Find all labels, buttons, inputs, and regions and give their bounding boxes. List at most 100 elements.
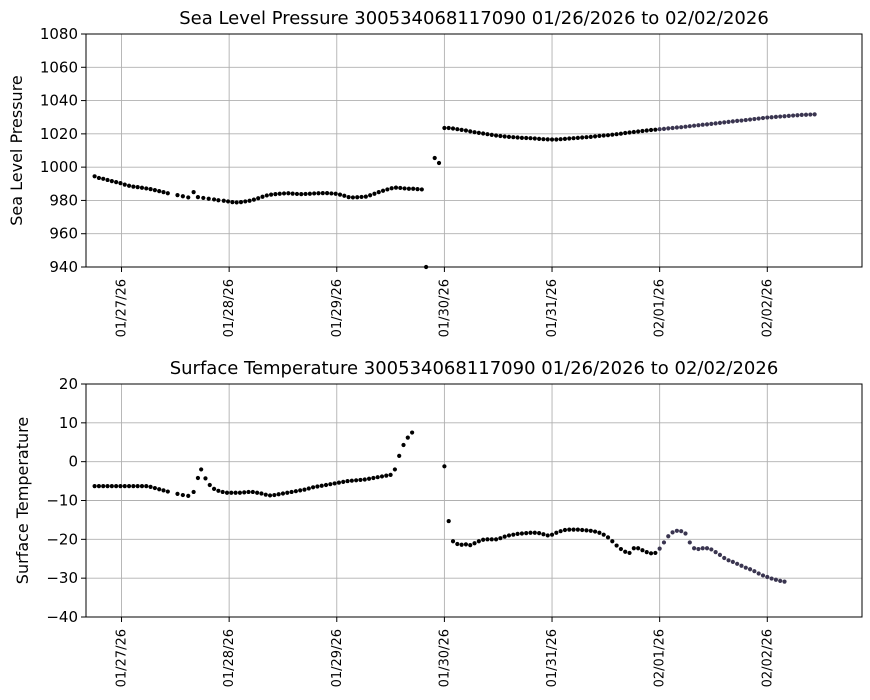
temperature-data-point: [674, 528, 679, 533]
temperature-data-point: [704, 546, 710, 551]
pressure-data-point: [256, 196, 261, 201]
temperature-data-point: [157, 487, 162, 492]
temperature-data-point: [165, 489, 170, 494]
temperature-data-point: [276, 492, 281, 497]
pressure-data-point: [126, 183, 132, 188]
temperature-data-point: [114, 484, 119, 489]
pressure-data-point: [636, 129, 641, 134]
pressure-data-point: [92, 174, 97, 179]
temperature-data-point: [92, 484, 97, 489]
temperature-data-point: [524, 531, 529, 536]
temperature-data-point: [384, 473, 389, 478]
temperature-data-point: [280, 491, 286, 496]
pressure-data-point: [180, 194, 185, 199]
temperature-ytick-label: 10: [59, 414, 78, 432]
temperature-data-point: [481, 537, 486, 542]
pressure-data-point: [122, 182, 127, 187]
pressure-data-point: [618, 131, 624, 136]
pressure-data-point: [489, 132, 494, 137]
pressure-data-point: [760, 115, 766, 121]
temperature-data-point: [644, 550, 649, 555]
pressure-data-point: [459, 127, 464, 132]
temperature-data-point: [631, 546, 636, 551]
pressure-plot-frame: [85, 33, 863, 268]
pressure-data-point: [385, 187, 390, 192]
pressure-data-point: [803, 112, 809, 117]
pressure-data-point: [511, 135, 516, 140]
temperature-data-point: [152, 485, 157, 491]
temperature-ytick-label: −30: [46, 569, 78, 587]
temperature-data-point: [537, 531, 542, 536]
temperature-data-point: [450, 539, 456, 544]
pressure-data-point: [294, 191, 300, 197]
pressure-data-point: [195, 195, 201, 200]
pressure-data-point: [398, 185, 403, 191]
temperature-data-point: [773, 577, 778, 582]
pressure-data-point: [571, 136, 576, 141]
temperature-data-point: [580, 527, 585, 533]
pressure-data-point: [515, 135, 520, 140]
pressure-xtick-label: 02/02/26: [760, 279, 775, 337]
pressure-ytick-label: 1020: [40, 125, 78, 143]
pressure-data-point: [683, 124, 688, 129]
temperature-data-point: [455, 541, 460, 547]
pressure-data-point: [782, 114, 787, 119]
temperature-data-point: [332, 481, 337, 486]
pressure-data-point: [623, 130, 628, 136]
pressure-data-point: [786, 113, 791, 118]
temperature-data-point: [752, 569, 757, 574]
temperature-data-point: [640, 548, 645, 553]
temperature-data-point: [554, 530, 559, 535]
temperature-data-point: [683, 531, 688, 536]
temperature-data-point: [358, 477, 363, 483]
pressure-data-point: [442, 125, 447, 131]
pressure-data-point: [567, 136, 572, 141]
pressure-ytick-label: 940: [49, 258, 78, 276]
temperature-data-point: [126, 484, 132, 489]
pressure-data-point: [580, 135, 585, 140]
pressure-data-point: [191, 190, 196, 195]
pressure-data-point: [312, 191, 317, 196]
temperature-data-point: [410, 430, 415, 435]
temperature-data-point: [229, 490, 234, 495]
temperature-data-point: [101, 484, 106, 489]
pressure-data-point: [175, 193, 180, 198]
pressure-data-point: [139, 185, 145, 190]
temperature-ytick-label: −10: [46, 492, 78, 510]
pressure-data-point: [730, 119, 735, 124]
temperature-data-point: [769, 576, 774, 581]
temperature-data-point: [618, 546, 624, 552]
temperature-data-point: [199, 467, 204, 472]
pressure-data-point: [666, 126, 671, 131]
temperature-chart: −40 −30 −20 −10 0 10 20 01/27/26 01/28/26 01/29/2…: [13, 358, 863, 687]
pressure-data-point: [691, 123, 697, 128]
temperature-data-point: [511, 532, 516, 537]
temperature-ytick-label: 0: [68, 453, 78, 471]
temperature-data-point: [765, 574, 770, 580]
pressure-data-point: [778, 114, 783, 119]
temperature-data-point: [349, 478, 354, 483]
temperature-data-point: [735, 561, 740, 566]
pressure-data-point: [735, 118, 740, 123]
temperature-data-point: [392, 467, 397, 472]
temperature-data-point: [442, 464, 447, 469]
pressure-data-point: [747, 117, 753, 122]
temperature-data-point: [401, 442, 406, 448]
temperature-data-point: [485, 537, 490, 542]
temperature-data-point: [614, 543, 619, 548]
pressure-data-point: [455, 127, 460, 132]
pressure-data-point: [144, 186, 149, 191]
pressure-data-point: [446, 125, 451, 131]
temperature-data-point: [109, 484, 114, 489]
temperature-data-point: [371, 475, 376, 481]
temperature-data-point: [532, 530, 537, 535]
temperature-data-point: [571, 527, 576, 532]
temperature-data-point: [476, 539, 481, 544]
pressure-data-point: [773, 114, 778, 119]
temperature-data-point: [224, 490, 230, 495]
pressure-data-point: [519, 135, 524, 140]
temperature-xtick-label: 02/02/26: [760, 629, 775, 687]
pressure-data-point: [717, 120, 723, 125]
pressure-data-point: [96, 175, 102, 181]
temperature-data-point: [246, 489, 251, 495]
